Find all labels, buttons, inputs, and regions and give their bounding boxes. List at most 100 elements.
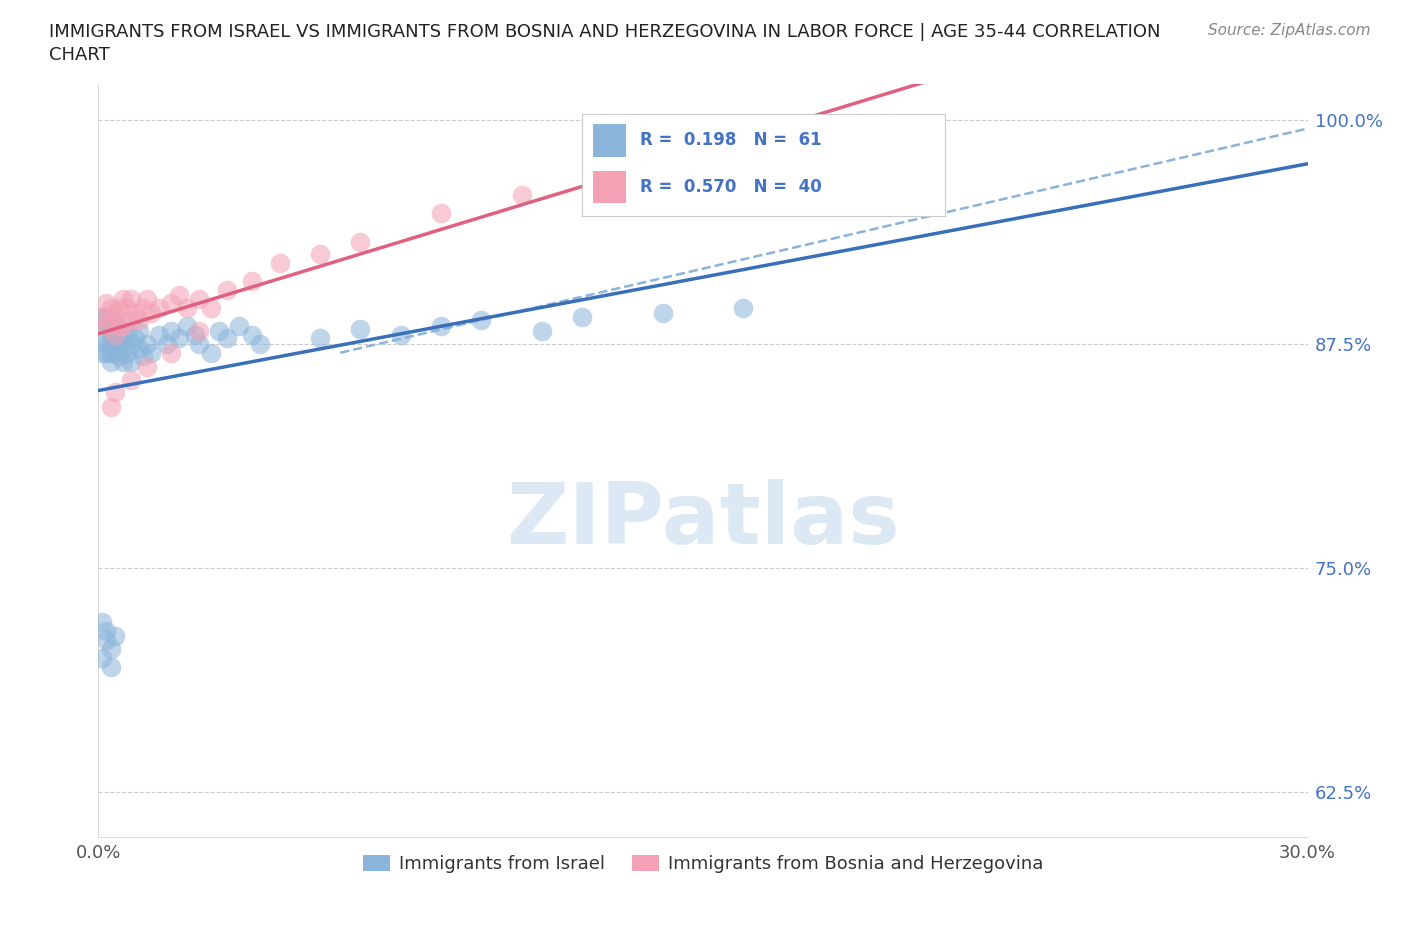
Point	[139, 306, 162, 321]
Point	[139, 345, 162, 360]
Point	[188, 291, 211, 306]
Text: ZIPatlas: ZIPatlas	[506, 479, 900, 562]
Point	[160, 345, 183, 360]
Point	[100, 337, 122, 352]
Point	[156, 337, 179, 352]
Point	[651, 306, 673, 321]
Point	[100, 322, 122, 337]
Point	[103, 629, 125, 644]
Point	[107, 318, 129, 333]
Point	[120, 372, 142, 387]
Point	[96, 632, 118, 647]
Point	[240, 273, 263, 288]
Point	[100, 327, 122, 342]
Point	[510, 188, 533, 203]
Point	[733, 300, 755, 315]
Point	[160, 324, 183, 339]
Point	[160, 295, 183, 310]
Point	[132, 349, 155, 364]
Point	[96, 318, 118, 333]
Point	[430, 318, 453, 333]
Point	[115, 300, 138, 315]
Point	[184, 327, 207, 342]
Point	[103, 337, 125, 352]
Point	[115, 327, 138, 342]
Point	[135, 291, 157, 306]
Point	[128, 313, 150, 328]
Point	[91, 345, 114, 360]
Point	[96, 318, 118, 333]
Point	[91, 310, 114, 325]
Point	[349, 234, 371, 249]
Point	[200, 345, 222, 360]
Point	[188, 337, 211, 352]
Point	[107, 300, 129, 315]
Point	[217, 331, 239, 346]
Point	[124, 306, 146, 321]
Point	[612, 169, 634, 184]
Point	[269, 256, 291, 271]
Point	[103, 385, 125, 400]
Point	[100, 313, 122, 328]
Point	[733, 152, 755, 166]
Point	[135, 337, 157, 352]
Point	[240, 327, 263, 342]
Point	[96, 337, 118, 352]
Point	[208, 324, 231, 339]
Point	[217, 283, 239, 298]
Point	[100, 642, 122, 657]
Point	[100, 354, 122, 369]
Point	[200, 300, 222, 315]
Point	[571, 310, 593, 325]
Point	[96, 345, 118, 360]
Point	[100, 659, 122, 674]
Point	[120, 354, 142, 369]
Point	[389, 327, 412, 342]
Point	[107, 349, 129, 364]
Point	[188, 324, 211, 339]
Point	[135, 360, 157, 375]
Point	[430, 206, 453, 220]
Point	[107, 337, 129, 352]
Point	[148, 300, 170, 315]
Point	[120, 291, 142, 306]
Point	[100, 345, 122, 360]
Point	[91, 310, 114, 325]
Point	[96, 295, 118, 310]
Point	[111, 291, 134, 306]
Point	[176, 318, 198, 333]
Point	[91, 615, 114, 630]
Point	[124, 331, 146, 346]
Legend: Immigrants from Israel, Immigrants from Bosnia and Herzegovina: Immigrants from Israel, Immigrants from …	[356, 848, 1050, 881]
Point	[115, 345, 138, 360]
Point	[103, 327, 125, 342]
Point	[96, 623, 118, 638]
Point	[91, 650, 114, 665]
Point	[249, 337, 271, 352]
Text: IMMIGRANTS FROM ISRAEL VS IMMIGRANTS FROM BOSNIA AND HERZEGOVINA IN LABOR FORCE : IMMIGRANTS FROM ISRAEL VS IMMIGRANTS FRO…	[49, 23, 1161, 41]
Point	[111, 318, 134, 333]
Point	[148, 327, 170, 342]
Point	[120, 337, 142, 352]
Text: CHART: CHART	[49, 46, 110, 64]
Point	[309, 331, 332, 346]
Point	[91, 327, 114, 342]
Point	[103, 306, 125, 321]
Text: Source: ZipAtlas.com: Source: ZipAtlas.com	[1208, 23, 1371, 38]
Point	[132, 300, 155, 315]
Point	[103, 345, 125, 360]
Point	[349, 322, 371, 337]
Point	[96, 310, 118, 325]
Point	[176, 300, 198, 315]
Point	[120, 313, 142, 328]
Point	[167, 331, 190, 346]
Point	[228, 318, 250, 333]
Point	[103, 318, 125, 333]
Point	[309, 246, 332, 261]
Point	[107, 322, 129, 337]
Point	[100, 310, 122, 325]
Point	[100, 300, 122, 315]
Point	[128, 341, 150, 356]
Point	[100, 399, 122, 414]
Point	[530, 324, 553, 339]
